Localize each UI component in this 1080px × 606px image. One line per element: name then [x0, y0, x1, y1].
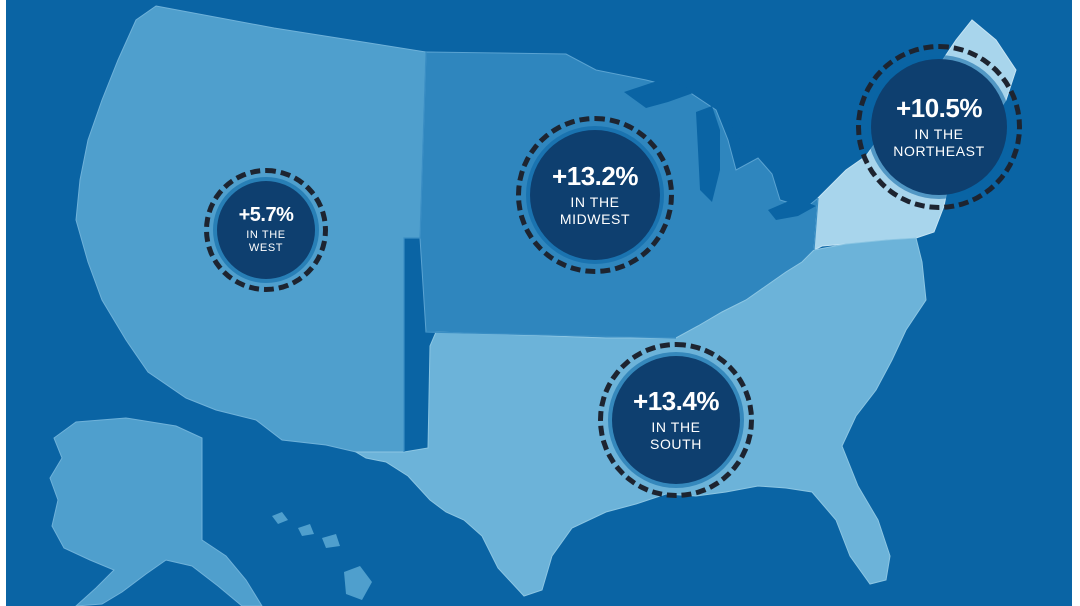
south-stat-badge: +13.4% IN THE SOUTH	[598, 342, 754, 498]
midwest-stat-badge: +13.2% IN THE MIDWEST	[516, 116, 674, 274]
region-alaska	[49, 417, 263, 606]
us-map-panel: +5.7% IN THE WEST +13.2% IN THE MIDWEST …	[6, 0, 1072, 606]
midwest-label-line1: IN THE	[570, 194, 620, 211]
dashed-ring	[516, 116, 674, 274]
badge-disc: +13.2% IN THE MIDWEST	[530, 130, 660, 260]
dashed-ring	[204, 168, 328, 292]
midwest-label-line2: MIDWEST	[559, 210, 631, 227]
great-lakes	[624, 78, 816, 220]
midwest-value: +13.2%	[552, 161, 638, 192]
dashed-ring	[598, 342, 754, 498]
northeast-label-line2: NORTHEAST	[893, 142, 985, 159]
south-label-line2: SOUTH	[650, 435, 702, 452]
west-label-line1: IN THE	[246, 229, 286, 242]
west-label-line2: WEST	[248, 242, 284, 254]
south-value: +13.4%	[633, 386, 719, 417]
south-label-line1: IN THE	[651, 419, 701, 436]
northeast-stat-badge: +10.5% IN THE NORTHEAST	[856, 44, 1022, 210]
northeast-label-line1: IN THE	[914, 126, 964, 143]
region-hawaii	[272, 512, 372, 600]
badge-disc: +5.7% IN THE WEST	[217, 181, 315, 279]
region-borders	[403, 51, 819, 452]
badge-disc: +13.4% IN THE SOUTH	[612, 356, 740, 484]
badge-disc: +10.5% IN THE NORTHEAST	[871, 59, 1007, 195]
west-stat-badge: +5.7% IN THE WEST	[204, 168, 328, 292]
west-value: +5.7%	[238, 204, 294, 227]
northeast-value: +10.5%	[896, 93, 982, 124]
dashed-ring	[856, 44, 1022, 210]
